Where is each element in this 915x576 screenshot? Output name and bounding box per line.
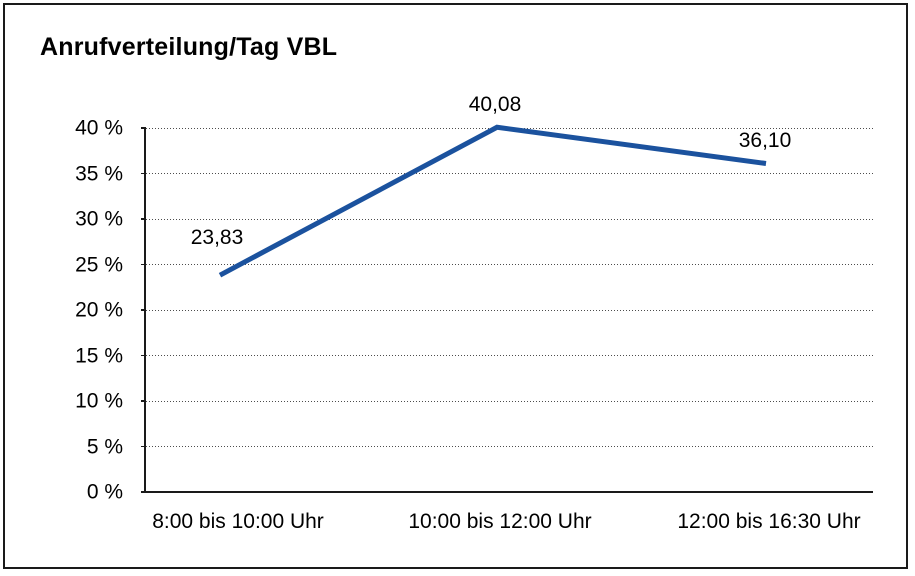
x-category-label: 8:00 bis 10:00 Uhr (152, 510, 324, 533)
gridline (146, 218, 873, 220)
chart-title: Anrufverteilung/Tag VBL (40, 33, 338, 61)
y-tick-label: 40 % (75, 116, 123, 140)
x-axis-line (144, 491, 873, 493)
y-axis-tick (141, 491, 146, 493)
y-axis-tick (141, 263, 146, 265)
y-tick-label: 35 % (75, 162, 123, 185)
gridline (146, 446, 873, 447)
gridline (146, 355, 873, 356)
y-axis-tick (141, 172, 146, 174)
y-axis-tick (141, 445, 146, 447)
gridline (146, 173, 873, 174)
y-tick-label: 30 % (75, 207, 123, 231)
y-tick-label: 0 % (86, 480, 123, 504)
y-axis-tick (141, 309, 146, 311)
y-axis-tick (141, 218, 146, 220)
data-point-label: 36,10 (738, 129, 792, 152)
gridline (146, 309, 873, 311)
y-tick-label: 15 % (75, 344, 123, 367)
y-tick-label: 20 % (75, 298, 123, 322)
y-axis-tick (141, 400, 146, 402)
x-category-label: 10:00 bis 12:00 Uhr (408, 510, 592, 533)
gridline (146, 400, 873, 402)
data-point-label: 23,83 (190, 226, 244, 249)
gridline (146, 264, 873, 265)
y-tick-label: 10 % (75, 389, 123, 413)
y-tick-label: 25 % (75, 253, 123, 276)
data-point-label: 40,08 (468, 93, 522, 116)
y-axis-line (144, 127, 146, 493)
y-tick-label: 5 % (86, 435, 123, 458)
x-category-label: 12:00 bis 16:30 Uhr (677, 510, 861, 533)
y-axis-tick (141, 127, 146, 129)
y-axis-tick (141, 354, 146, 356)
series-line (218, 124, 767, 278)
chart-border (3, 3, 908, 569)
